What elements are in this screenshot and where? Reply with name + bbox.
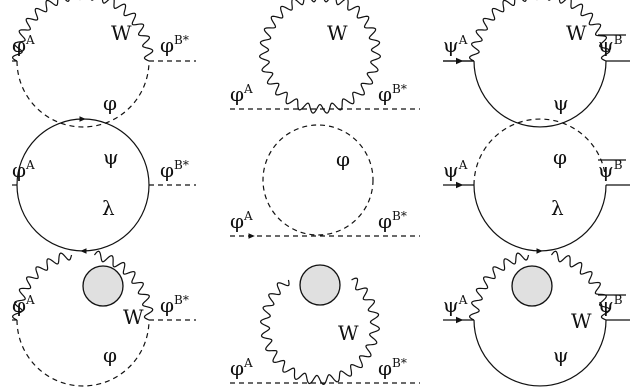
scalar-arc-bottom	[16, 319, 150, 387]
diagram-r3c2: φA φB* W	[230, 264, 420, 386]
label-internal: W	[327, 21, 348, 45]
photon-arc-top	[11, 0, 154, 62]
label-incoming: φA	[12, 158, 35, 182]
self-energy-blob	[299, 264, 341, 306]
label-incoming: φA	[230, 209, 253, 233]
label-incoming: ψA	[443, 33, 468, 57]
self-energy-blob	[511, 265, 553, 307]
label-internal-bottom: ψ	[553, 91, 569, 115]
diagram-r2c1: φA φB* ψ λ	[12, 116, 196, 254]
label-outgoing: φB*	[378, 82, 407, 106]
label-incoming: φA	[230, 82, 253, 106]
label-internal-top: W	[571, 309, 592, 333]
label-internal-top: ψ	[103, 145, 119, 169]
diagram-r3c3: ψA ψB W ψ	[443, 250, 630, 387]
fermion-loop	[16, 118, 150, 252]
diagram-r1c2: φA φB* W	[230, 0, 420, 114]
photon-arc-left	[11, 252, 73, 321]
scalar-arc-top	[473, 118, 607, 186]
diagram-r1c1: φA φB* W φ	[11, 0, 196, 128]
label-internal-bottom: φ	[103, 91, 117, 115]
scalar-loop	[262, 124, 374, 236]
label-outgoing: ψB	[598, 158, 623, 182]
label-internal: φ	[336, 147, 350, 171]
label-outgoing: φB*	[378, 209, 407, 233]
label-internal-bottom: λ	[551, 196, 564, 220]
diagram-r2c3: ψA ψB φ λ	[443, 118, 630, 254]
label-internal-bottom: ψ	[553, 343, 569, 367]
label-outgoing: φB*	[160, 33, 189, 57]
fermion-arc-bottom	[473, 60, 607, 128]
label-incoming: φA	[230, 356, 253, 380]
label-incoming: φA	[12, 293, 35, 317]
diagram-r1c3: ψA ψB W ψ	[443, 0, 630, 128]
diagram-r3c1: φA φB* W φ	[11, 250, 196, 387]
photon-arc-right	[93, 250, 154, 321]
photon-loop	[258, 0, 382, 114]
scalar-arc-bottom	[16, 60, 150, 128]
label-incoming: φA	[12, 33, 35, 57]
label-internal-bottom: λ	[102, 196, 115, 220]
label-outgoing: ψB	[598, 33, 623, 57]
self-energy-blob	[82, 265, 124, 307]
label-internal-bottom: φ	[103, 343, 117, 367]
diagram-r2c2: φA φB* φ	[230, 124, 420, 239]
label-incoming: ψA	[443, 293, 468, 317]
label-outgoing: φB*	[160, 158, 189, 182]
photon-arc-left	[468, 252, 530, 321]
label-outgoing: φB*	[160, 293, 189, 317]
label-internal-top: φ	[553, 145, 567, 169]
label-internal-top: W	[566, 21, 587, 45]
label-internal-top: W	[123, 305, 144, 329]
photon-arc-top	[468, 0, 611, 62]
label-outgoing: ψB	[598, 293, 623, 317]
photon-arc-right	[550, 250, 611, 321]
label-internal-top: W	[111, 21, 132, 45]
photon-loop	[259, 277, 381, 386]
fermion-arc-bottom	[473, 319, 607, 387]
label-incoming: ψA	[443, 158, 468, 182]
label-internal: W	[338, 321, 359, 345]
label-outgoing: φB*	[378, 356, 407, 380]
fermion-arc-bottom	[473, 184, 607, 252]
